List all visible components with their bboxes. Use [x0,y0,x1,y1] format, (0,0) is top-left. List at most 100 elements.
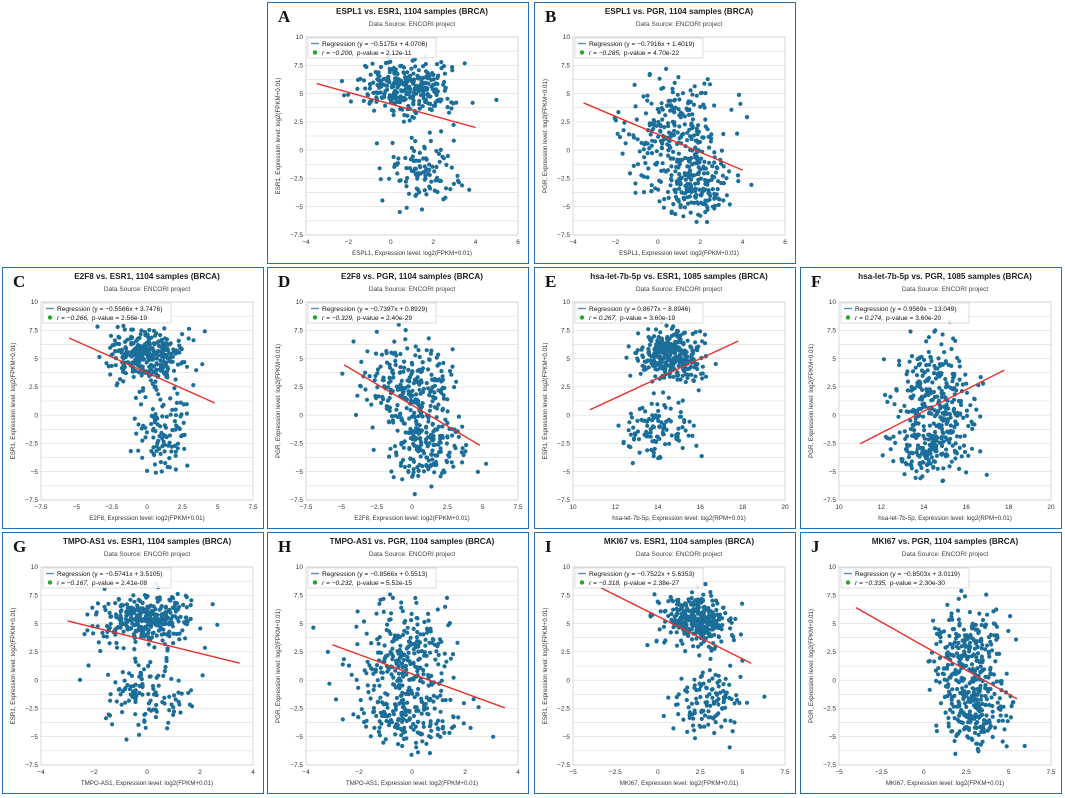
scatter-point [153,715,158,720]
y-tick-label: 7.5 [827,592,836,599]
scatter-point [647,352,652,357]
scatter-point [106,364,111,369]
scatter-point [182,446,187,451]
legend-dot-swatch [845,580,851,585]
scatter-point [880,453,885,458]
scatter-point [147,327,152,333]
scatter-point [416,649,421,654]
scatter-point [448,697,453,702]
chart-title: E2F8 vs. PGR, 1104 samples (BRCA) [341,272,483,281]
scatter-point [137,335,142,341]
y-tick-label: 0 [566,677,570,684]
x-tick-label: −5 [338,504,346,511]
scatter-point [689,637,695,642]
scatter-point [202,329,207,334]
scatter-point [990,714,995,719]
scatter-point [400,704,405,710]
scatter-point [387,408,392,414]
scatter-point [429,107,434,113]
scatter-point [434,164,439,170]
scatter-point [441,197,446,202]
scatter-point [649,338,654,344]
scatter-point [435,607,440,612]
scatter-point [690,124,695,129]
scatter-point [647,146,652,151]
scatter-point [917,461,922,466]
scatter-point [133,629,138,634]
scatter-point [675,620,680,625]
scatter-point [387,405,392,410]
scatter-point [977,724,983,730]
scatter-point [666,121,671,126]
legend-stat-label: r = −0.335, p-value = 2.30e-30 [855,580,945,587]
scatter-point [628,411,633,416]
scatter-point [670,90,675,95]
scatter-point [463,449,468,454]
scatter-point [410,94,415,99]
scatter-point [151,617,156,622]
scatter-point [354,677,359,682]
scatter-point [114,640,119,646]
scatter-point [411,727,416,732]
scatter-point [434,92,439,97]
chart-title: TMPO-AS1 vs. ESR1, 1104 samples (BRCA) [63,537,232,546]
scatter-point [152,462,157,467]
scatter-point [966,423,971,429]
scatter-point [962,727,967,732]
scatter-point [136,422,141,427]
scatter-point [114,612,119,617]
scatter-point [960,686,965,691]
scatter-point [434,62,440,67]
scatter-point [735,131,740,136]
scatter-point [186,326,192,331]
scatter-point [416,686,421,692]
scatter-point [710,598,715,603]
scatter-point [959,454,964,459]
scatter-point [676,75,681,80]
scatter-point [997,696,1002,701]
scatter-point [908,418,913,423]
scatter-point [431,699,436,704]
scatter-point [383,691,388,696]
y-axis-label: ESR1, Expression level: log2(FPKM+0.01) [10,608,17,725]
legend-r: r = −0.200, [322,50,354,57]
scatter-point [368,82,373,87]
scatter-point [950,379,955,384]
scatter-point [677,97,682,102]
scatter-point [170,614,175,619]
scatter-point [160,638,165,643]
scatter-point [154,415,159,420]
scatter-point [674,643,680,648]
scatter-point [979,646,984,651]
scatter-point [371,80,376,85]
y-tick-label: 5 [566,621,570,628]
scatter-point [1010,700,1015,705]
x-tick-label: −4 [37,769,45,776]
scatter-point [671,202,676,207]
scatter-point [183,636,188,641]
legend-regression-label: Regression (y = −0.8503x + 3.0119) [855,571,960,578]
scatter-point [950,443,955,448]
scatter-point [414,708,419,713]
scatter-point [363,387,368,392]
scatter-point [120,710,125,715]
scatter-point [348,99,353,104]
scatter-point [407,685,412,690]
scatter-point [709,132,714,137]
scatter-point [408,635,413,640]
scatter-point [406,469,411,475]
scatter-point [447,730,452,735]
scatter-point [361,619,367,624]
scatter-point [681,214,686,219]
y-tick-label: −2.5 [557,706,570,713]
regression-line [332,644,505,709]
scatter-point [427,162,432,167]
scatter-point [110,722,115,727]
scatter-point [436,442,441,447]
scatter-point [975,746,980,752]
scatter-point [688,182,693,187]
scatter-point [100,630,105,635]
scatter-point [426,458,431,463]
scatter-point [367,374,372,379]
scatter-point [167,633,172,638]
